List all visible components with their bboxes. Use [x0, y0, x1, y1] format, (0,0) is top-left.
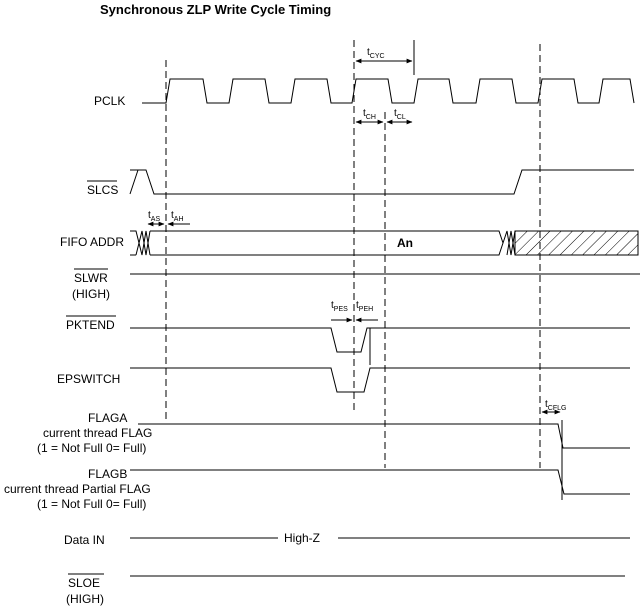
diagram-title: Synchronous ZLP Write Cycle Timing: [100, 2, 331, 17]
data-in-value: High-Z: [284, 531, 320, 545]
label-slwr-high: (HIGH): [72, 287, 110, 301]
label-flagb: FLAGB: [88, 467, 127, 481]
slcs-waveform: [130, 169, 634, 195]
epswitch-waveform: [130, 367, 630, 393]
tcflg-label: tCFLG: [545, 399, 566, 412]
label-pktend: PKTEND: [66, 318, 115, 332]
tpeh-label: tPEH: [356, 300, 373, 313]
label-fifo-addr: FIFO ADDR: [60, 235, 124, 249]
fifo-addr-transition: [502, 230, 516, 256]
label-slwr: SLWR: [74, 271, 108, 285]
label-data-in: Data IN: [64, 533, 105, 547]
fifo-addr-bus: [150, 230, 504, 256]
pclk-waveform: [142, 78, 635, 104]
tcyc-label: tCYC: [367, 47, 385, 60]
label-flagb-desc: current thread Partial FLAG: [4, 482, 151, 496]
label-flaga: FLAGA: [88, 411, 127, 425]
label-flaga-desc: current thread FLAG: [43, 426, 152, 440]
label-flaga-values: (1 = Not Full 0= Full): [37, 441, 146, 455]
label-flagb-values: (1 = Not Full 0= Full): [37, 497, 146, 511]
fifo-addr-start: [130, 230, 151, 256]
label-sloe: SLOE: [68, 576, 100, 590]
label-slcs: SLCS: [87, 183, 118, 197]
tah-label: tAH: [171, 210, 184, 223]
tcl-label: tCL: [394, 108, 406, 121]
label-epswitch: EPSWITCH: [57, 372, 120, 386]
fifo-addr-invalid: [514, 230, 639, 256]
flagb-waveform: [130, 469, 630, 495]
slcs-transition: [129, 169, 139, 195]
flaga-waveform: [138, 423, 630, 449]
tpes-label: tPES: [331, 300, 348, 313]
tas-label: tAS: [148, 210, 160, 223]
fifo-addr-value: An: [397, 236, 413, 250]
tch-label: tCH: [363, 108, 376, 121]
pktend-waveform: [130, 327, 630, 353]
label-pclk: PCLK: [94, 94, 125, 108]
label-sloe-high: (HIGH): [66, 592, 104, 606]
